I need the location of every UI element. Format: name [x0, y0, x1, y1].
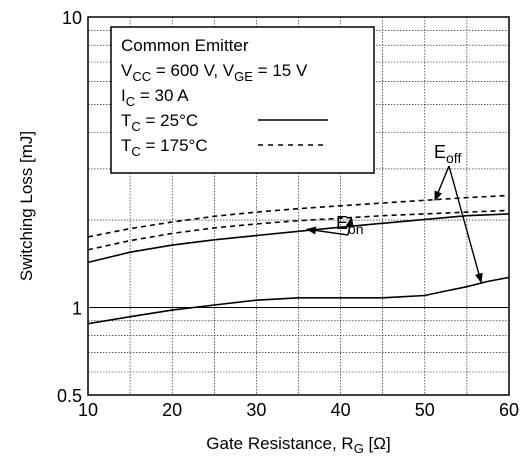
legend-box [110, 26, 375, 174]
legend-line-3-part-1: C [131, 119, 140, 134]
legend-line-2-part-2: = 30 A [135, 86, 189, 105]
label-eoff: Eoff [434, 142, 461, 166]
x-tick-label-10: 10 [78, 400, 98, 420]
legend-line-4-part-1: C [131, 144, 140, 159]
legend-line-3-part-2: = 25°C [141, 111, 198, 130]
legend-line-1-part-1: CC [132, 69, 151, 84]
arrow-eon-0 [305, 226, 349, 236]
x-tick-label-60: 60 [499, 400, 519, 420]
arrow-eoff-1 [448, 165, 483, 284]
y-tick-label-1: 1 [72, 299, 82, 319]
y-tick-label-0.5: 0.5 [57, 386, 82, 406]
legend-line-1-part-3: GE [234, 69, 253, 84]
legend-line-4-part-0: T [121, 136, 131, 155]
legend-line-0: Common Emitter [121, 36, 249, 55]
eoff-solid-line [87, 276, 510, 325]
x-tick-label-50: 50 [415, 400, 435, 420]
legend-line-1-part-0: V [121, 61, 133, 80]
legend-line-3: TC = 25°C [121, 111, 198, 134]
eon-solid-line [87, 213, 510, 264]
label-eoff-part-1: off [446, 150, 461, 166]
arrow-eoff-0 [434, 165, 450, 202]
legend-line-2-part-1: C [126, 94, 135, 109]
x-axis-title-main: Gate Resistance, R [206, 434, 353, 453]
legend-line-3-part-0: T [121, 111, 131, 130]
legend-line-2: IC = 30 A [121, 86, 189, 109]
legend-line-1-part-4: = 15 V [253, 61, 308, 80]
eon-dashed-line [87, 209, 510, 251]
plot-frame [87, 16, 510, 396]
label-eon-part-0: E [336, 213, 348, 233]
arrow-eon-1 [345, 216, 354, 236]
x-tick-label-40: 40 [331, 400, 351, 420]
tick-labels: 10 20 30 40 50 60 0.5 1 10 [57, 8, 519, 420]
x-axis-title-suffix: [Ω] [364, 434, 391, 453]
x-tick-label-30: 30 [246, 400, 266, 420]
x-tick-label-20: 20 [162, 400, 182, 420]
x-axis-title: Gate Resistance, RG [Ω] [206, 434, 390, 456]
y-tick-label-10: 10 [62, 8, 82, 28]
legend-line-1-part-2: = 600 V, V [151, 61, 235, 80]
x-axis-title-sub: G [354, 441, 364, 456]
legend-line-4: TC = 175°C [121, 136, 208, 159]
label-eoff-part-0: E [434, 142, 446, 162]
series-group [87, 194, 510, 325]
y-axis-title: Switching Loss [mJ] [17, 131, 36, 281]
legend-line-2-part-0: I [121, 86, 126, 105]
legend-line-4-part-2: = 175°C [141, 136, 208, 155]
legend-line-1: VCC = 600 V, VGE = 15 V [121, 61, 308, 84]
